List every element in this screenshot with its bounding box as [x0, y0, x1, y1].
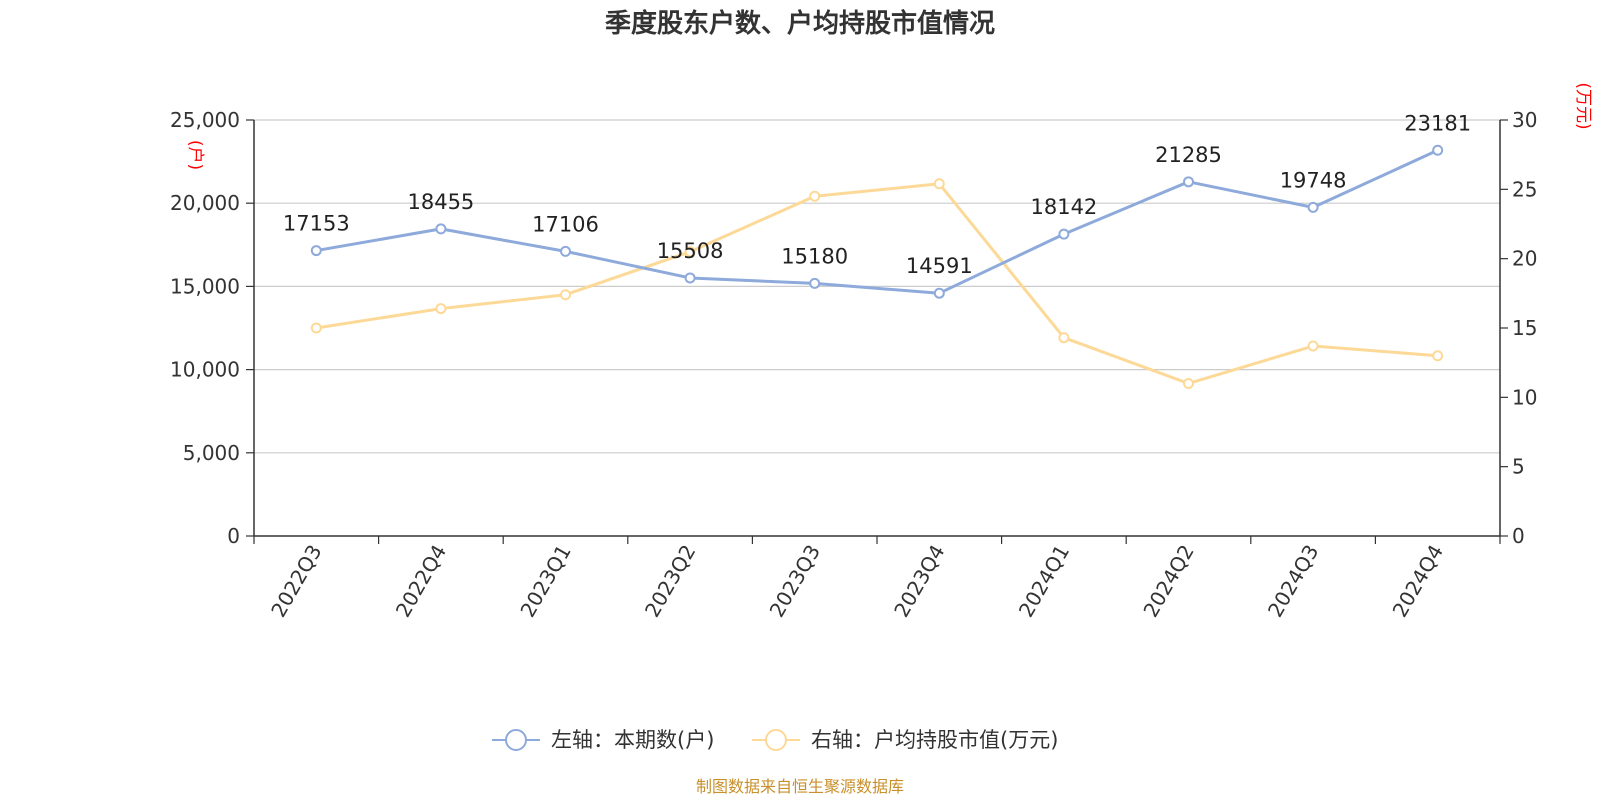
left-tick-label: 15,000: [170, 274, 240, 298]
data-point-market-value[interactable]: [435, 303, 447, 315]
chart-title: 季度股东户数、户均持股市值情况: [605, 8, 995, 39]
series-line-market-value: [316, 182, 1438, 385]
data-point-households[interactable]: [560, 245, 571, 257]
left-tick-label: 0: [227, 524, 240, 548]
left-tick-label: 10,000: [170, 358, 240, 382]
data-label-households: 17153: [283, 212, 350, 236]
series-layer: [310, 144, 1444, 389]
data-point-households[interactable]: [684, 272, 696, 284]
legend[interactable]: 左轴：本期数(户) 右轴：户均持股市值(万元): [492, 728, 1058, 752]
data-point-households[interactable]: [1183, 176, 1194, 188]
legend-item-market-value[interactable]: 右轴：户均持股市值(万元): [752, 728, 1058, 752]
x-tick-label: 2023Q3: [765, 541, 825, 622]
right-axis-unit: (万元): [1573, 82, 1593, 129]
data-label-households: 17106: [532, 212, 599, 236]
data-label-households: 18455: [407, 190, 474, 214]
data-labels: 17153 18455 17106 15508 15180 14591 18142 21285…: [283, 111, 1471, 278]
data-point-households[interactable]: [809, 277, 821, 289]
data-point-market-value[interactable]: [1432, 350, 1444, 362]
data-point-households[interactable]: [1432, 144, 1444, 156]
data-point-households[interactable]: [435, 223, 447, 235]
left-tick-label: 25,000: [170, 108, 240, 132]
data-point-market-value[interactable]: [1307, 340, 1319, 352]
legend-marker-households: [505, 729, 527, 751]
source-note: 制图数据来自恒生聚源数据库: [696, 777, 904, 796]
x-tick-label: 2023Q1: [515, 541, 575, 622]
x-tick-label: 2024Q2: [1138, 541, 1198, 622]
data-point-market-value[interactable]: [1183, 377, 1194, 389]
left-tick-label: 20,000: [170, 191, 240, 215]
data-point-market-value[interactable]: [809, 190, 821, 202]
left-tick-label: 5,000: [183, 441, 240, 465]
right-tick-label: 25: [1512, 177, 1537, 201]
x-tick-label: 2024Q4: [1388, 541, 1448, 622]
left-axis: 0 5,000 10,000 15,000 20,000 25,000: [170, 108, 255, 548]
data-label-households: 19748: [1280, 168, 1347, 192]
data-point-market-value[interactable]: [933, 178, 945, 190]
right-tick-label: 10: [1512, 385, 1537, 409]
data-point-households[interactable]: [1058, 228, 1070, 240]
data-point-market-value[interactable]: [310, 322, 322, 334]
data-point-market-value[interactable]: [560, 289, 571, 301]
right-tick-label: 15: [1512, 316, 1537, 340]
data-label-households: 15180: [781, 244, 848, 268]
x-tick-label: 2024Q3: [1263, 541, 1323, 622]
right-tick-label: 5: [1512, 455, 1525, 479]
right-axis: 0 5 10 15 20 25 30: [1499, 108, 1537, 548]
data-label-households: 23181: [1404, 111, 1471, 135]
x-tick-label: 2022Q4: [391, 541, 451, 622]
data-point-households[interactable]: [933, 287, 945, 299]
legend-item-households[interactable]: 左轴：本期数(户): [492, 728, 714, 752]
x-tick-label: 2024Q1: [1014, 541, 1074, 622]
data-point-households[interactable]: [310, 245, 322, 257]
data-label-households: 18142: [1030, 195, 1097, 219]
x-tick-label: 2022Q3: [266, 541, 326, 622]
legend-label-market-value: 右轴：户均持股市值(万元): [811, 728, 1058, 752]
x-axis: 2022Q3 2022Q4 2023Q1 2023Q2 2023Q3 2023Q4 2024…: [253, 535, 1501, 622]
legend-label-households: 左轴：本期数(户): [551, 728, 714, 752]
x-tick-label: 2023Q2: [640, 541, 700, 622]
data-point-market-value[interactable]: [1058, 332, 1070, 344]
legend-marker-market-value: [765, 729, 787, 751]
x-tick-label: 2023Q4: [889, 541, 949, 622]
data-point-market-value[interactable]: [684, 246, 696, 258]
data-label-households: 15508: [657, 239, 724, 263]
left-axis-unit: (户): [185, 140, 205, 170]
right-tick-label: 20: [1512, 247, 1537, 271]
data-point-households[interactable]: [1307, 201, 1319, 213]
right-tick-label: 30: [1512, 108, 1537, 132]
right-tick-label: 0: [1512, 524, 1525, 548]
data-label-households: 21285: [1155, 143, 1222, 167]
data-label-households: 14591: [906, 254, 973, 278]
series-line-households: [316, 148, 1439, 295]
